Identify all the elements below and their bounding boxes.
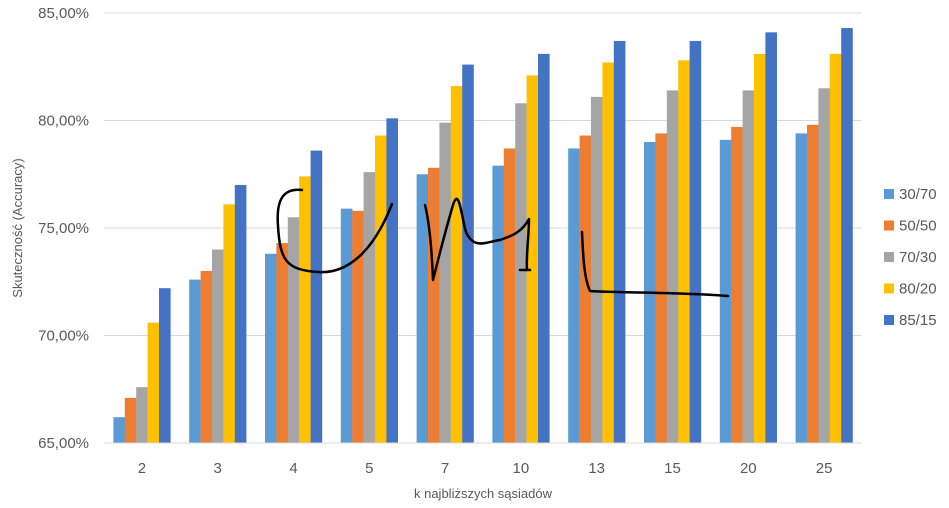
legend-swatch bbox=[884, 283, 894, 294]
bar bbox=[666, 90, 679, 444]
bar bbox=[613, 40, 626, 443]
x-tick-label: 20 bbox=[740, 460, 757, 477]
bar bbox=[363, 172, 376, 443]
legend-item: 80/20 bbox=[884, 281, 937, 298]
bar bbox=[807, 124, 819, 444]
y-axis-ticks: 65,00% 70,00% 75,00% 80,00% 85,00% bbox=[38, 5, 89, 452]
y-tick-label: 75,00% bbox=[38, 220, 89, 237]
bar bbox=[352, 210, 364, 443]
bar bbox=[655, 133, 667, 443]
x-tick-label: 4 bbox=[289, 460, 297, 477]
bar bbox=[602, 62, 614, 443]
bar bbox=[200, 271, 213, 443]
bar bbox=[234, 185, 247, 443]
y-axis-title: Skuteczność (Accuracy) bbox=[10, 158, 25, 297]
bar bbox=[287, 217, 300, 443]
legend-item: 30/70 bbox=[884, 186, 937, 203]
legend-swatch bbox=[884, 220, 894, 231]
legend-label: 85/15 bbox=[899, 312, 937, 329]
legend-label: 50/50 bbox=[899, 218, 937, 235]
x-tick-label: 2 bbox=[138, 460, 146, 477]
bar bbox=[515, 103, 527, 444]
bar bbox=[503, 148, 516, 443]
x-tick-label: 7 bbox=[441, 460, 449, 477]
bar bbox=[462, 64, 474, 443]
legend-swatch bbox=[884, 252, 894, 262]
legend-label: 30/70 bbox=[899, 186, 937, 203]
bar bbox=[568, 148, 580, 443]
x-tick-label: 3 bbox=[214, 460, 222, 477]
bar bbox=[428, 167, 440, 444]
bar bbox=[439, 122, 451, 444]
legend-label: 80/20 bbox=[899, 281, 937, 298]
bar bbox=[450, 86, 463, 443]
bar bbox=[113, 417, 125, 443]
bar bbox=[538, 53, 550, 443]
legend-swatch bbox=[884, 189, 894, 199]
x-tick-label: 25 bbox=[816, 460, 833, 477]
y-tick-label: 70,00% bbox=[38, 328, 89, 345]
bar bbox=[719, 139, 732, 443]
y-tick-label: 85,00% bbox=[38, 5, 89, 22]
bar bbox=[829, 53, 842, 443]
bar bbox=[689, 40, 702, 443]
bar bbox=[526, 75, 539, 443]
bar bbox=[223, 204, 235, 443]
bar bbox=[159, 288, 171, 443]
y-tick-label: 80,00% bbox=[38, 113, 89, 130]
x-tick-label: 15 bbox=[664, 460, 681, 477]
x-axis-title: k najbliższych sąsiadów bbox=[414, 486, 553, 501]
bar bbox=[678, 60, 690, 444]
legend: 30/70 50/50 70/30 80/20 85/15 bbox=[884, 186, 937, 329]
legend-item: 50/50 bbox=[884, 218, 937, 235]
bar bbox=[841, 28, 853, 444]
legend-item: 85/15 bbox=[884, 312, 937, 329]
bar bbox=[310, 150, 323, 443]
bar bbox=[276, 243, 288, 443]
y-tick-label: 65,00% bbox=[38, 435, 89, 452]
x-axis-ticks: 2 3 4 5 7 10 13 15 20 25 bbox=[138, 460, 833, 477]
bar bbox=[340, 208, 353, 443]
bar bbox=[579, 135, 592, 444]
bar bbox=[124, 397, 137, 443]
bar bbox=[795, 133, 808, 443]
legend-label: 70/30 bbox=[899, 249, 937, 266]
bar bbox=[386, 118, 398, 443]
legend-item: 70/30 bbox=[884, 249, 937, 266]
bar bbox=[742, 90, 755, 444]
bar bbox=[765, 32, 777, 443]
bars bbox=[113, 28, 853, 444]
bar bbox=[492, 165, 504, 443]
x-tick-label: 10 bbox=[513, 460, 530, 477]
bar bbox=[818, 88, 830, 443]
bar bbox=[731, 126, 743, 443]
bar bbox=[416, 174, 429, 443]
bar bbox=[375, 135, 387, 444]
legend-swatch bbox=[884, 315, 894, 325]
bar bbox=[591, 96, 603, 443]
bar bbox=[265, 253, 277, 443]
handwritten-scribble-annotation bbox=[276, 188, 730, 298]
bar bbox=[189, 279, 201, 443]
bar bbox=[299, 176, 311, 443]
x-tick-label: 13 bbox=[588, 460, 605, 477]
bar bbox=[754, 53, 766, 443]
bar bbox=[212, 249, 224, 443]
bar bbox=[136, 387, 148, 443]
x-tick-label: 5 bbox=[365, 460, 373, 477]
bar bbox=[147, 322, 160, 443]
